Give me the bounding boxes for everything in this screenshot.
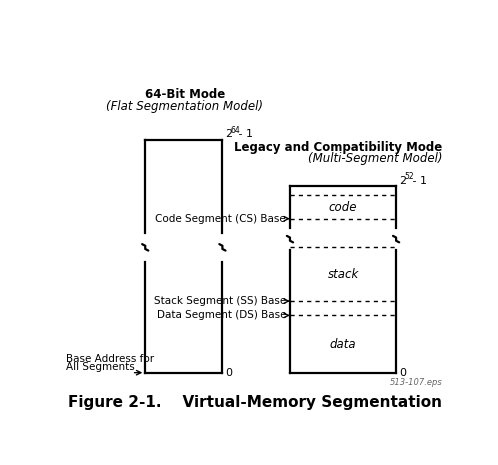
Text: Code Segment (CS) Base: Code Segment (CS) Base: [155, 214, 286, 224]
Text: data: data: [330, 338, 357, 351]
Text: code: code: [329, 200, 357, 213]
Text: Figure 2-1.    Virtual-Memory Segmentation: Figure 2-1. Virtual-Memory Segmentation: [68, 395, 442, 410]
Text: 64: 64: [231, 126, 241, 134]
Text: 2: 2: [399, 176, 406, 186]
Text: 0: 0: [399, 368, 406, 378]
Text: Stack Segment (SS) Base: Stack Segment (SS) Base: [154, 296, 286, 306]
Text: 52: 52: [404, 172, 414, 181]
Text: Base Address for: Base Address for: [66, 354, 154, 364]
Text: 513-107.eps: 513-107.eps: [389, 378, 442, 387]
Text: - 1: - 1: [409, 176, 427, 186]
Text: 64-Bit Mode: 64-Bit Mode: [145, 87, 225, 100]
Text: 2: 2: [226, 129, 233, 139]
Text: stack: stack: [327, 268, 359, 281]
Text: (Flat Segmentation Model): (Flat Segmentation Model): [107, 100, 263, 113]
Text: (Multi-Segment Model): (Multi-Segment Model): [308, 152, 442, 165]
Text: All Segments: All Segments: [66, 362, 135, 372]
Text: Legacy and Compatibility Mode: Legacy and Compatibility Mode: [234, 141, 442, 154]
Text: 0: 0: [226, 368, 233, 378]
Text: - 1: - 1: [235, 129, 253, 139]
Text: Data Segment (DS) Base: Data Segment (DS) Base: [156, 310, 286, 320]
